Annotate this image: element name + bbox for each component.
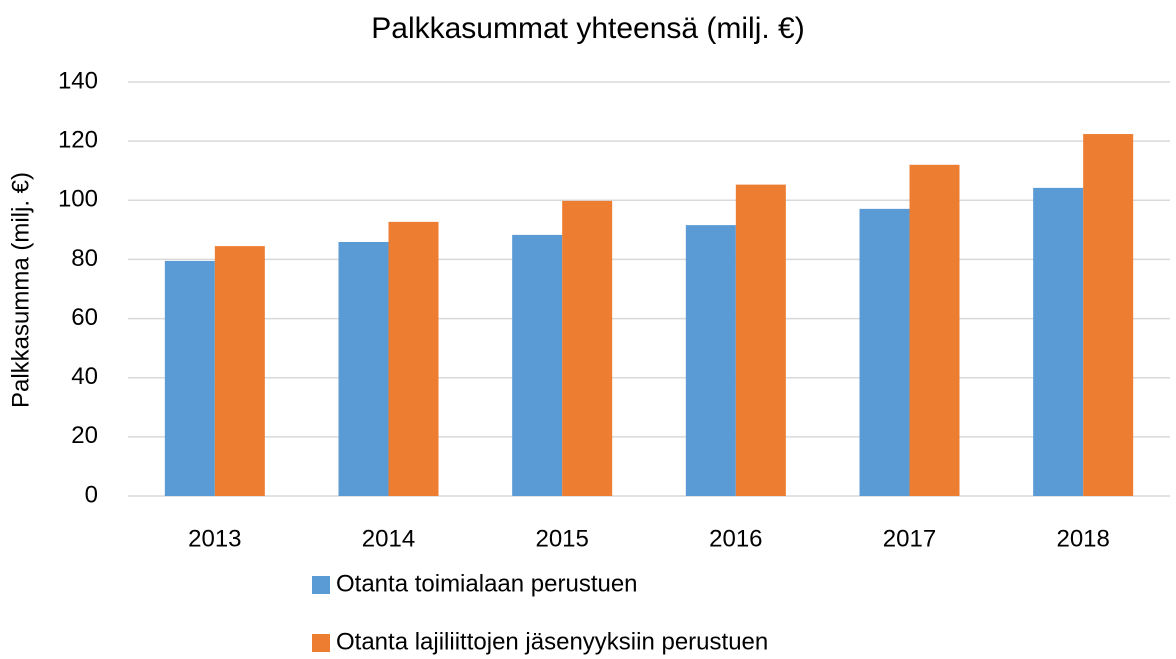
legend-swatch — [312, 634, 330, 652]
bar — [214, 246, 265, 496]
chart-title: Palkkasummat yhteensä (milj. €) — [371, 12, 804, 45]
y-tick-label: 120 — [58, 126, 98, 153]
legend-label: Otanta lajiliittojen jäsenyyksiin perust… — [336, 628, 768, 655]
bar — [859, 208, 910, 496]
y-tick-label: 20 — [71, 422, 98, 449]
y-tick-label: 80 — [71, 245, 98, 272]
bar — [1033, 187, 1084, 496]
bar — [388, 221, 439, 496]
legend-swatch — [312, 576, 330, 594]
x-tick-label: 2014 — [362, 525, 415, 552]
y-tick-label: 60 — [71, 304, 98, 331]
bar — [735, 184, 786, 496]
x-tick-label: 2015 — [535, 525, 588, 552]
x-tick-label: 2018 — [1056, 525, 1109, 552]
y-tick-label: 0 — [85, 481, 98, 508]
bar — [1083, 134, 1134, 496]
x-tick-label: 2016 — [709, 525, 762, 552]
bar — [685, 225, 736, 496]
bar — [164, 260, 215, 496]
y-tick-label: 100 — [58, 186, 98, 213]
bar — [512, 234, 563, 497]
legend-label: Otanta toimialaan perustuen — [336, 570, 638, 597]
x-tick-label: 2017 — [883, 525, 936, 552]
y-tick-label: 40 — [71, 363, 98, 390]
x-tick-label: 2013 — [188, 525, 241, 552]
y-tick-label: 140 — [58, 67, 98, 94]
y-axis-label: Palkkasumma (milj. €) — [7, 172, 34, 408]
bar — [909, 164, 960, 497]
bar — [338, 241, 389, 496]
bar — [562, 200, 613, 496]
